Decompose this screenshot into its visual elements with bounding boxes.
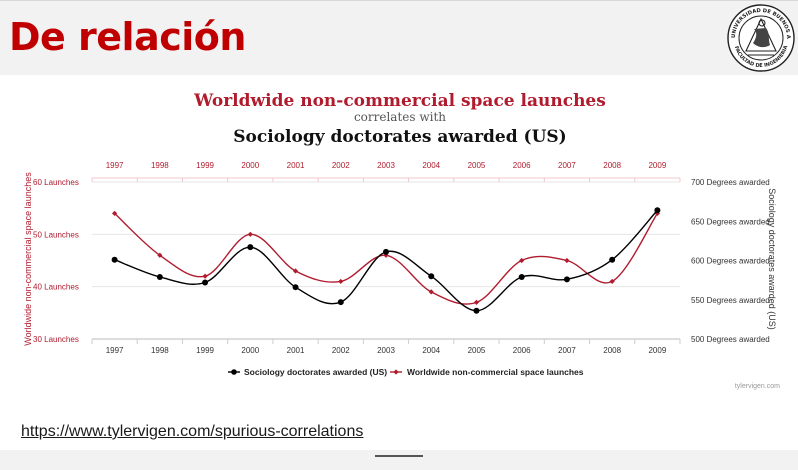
point-sociology bbox=[247, 244, 254, 251]
point-sociology bbox=[202, 279, 209, 286]
top-year-label: 2007 bbox=[558, 161, 576, 170]
source-link[interactable]: https://www.tylervigen.com/spurious-corr… bbox=[21, 423, 364, 440]
correlation-chart: Worldwide non-commercial space launches … bbox=[23, 91, 780, 390]
point-sociology bbox=[563, 276, 570, 283]
point-launches bbox=[112, 210, 118, 216]
point-sociology bbox=[383, 248, 389, 255]
bottom-year-label: 2008 bbox=[603, 346, 621, 355]
slide-progress-indicator bbox=[375, 455, 423, 457]
bottom-year-label: 2003 bbox=[377, 346, 395, 355]
top-year-label: 2005 bbox=[468, 161, 486, 170]
bottom-year-label: 2009 bbox=[648, 346, 666, 355]
top-year-label: 2009 bbox=[648, 161, 666, 170]
series-layer bbox=[111, 207, 661, 314]
bottom-year-label: 2001 bbox=[287, 346, 305, 355]
point-launches bbox=[564, 257, 570, 264]
bottom-year-label: 2004 bbox=[422, 346, 440, 355]
point-launches bbox=[519, 257, 525, 264]
line-launches bbox=[114, 212, 658, 305]
top-year-label: 2002 bbox=[332, 161, 350, 170]
left-tick-label: 50 Launches bbox=[33, 230, 79, 239]
bottom-year-label: 2006 bbox=[513, 346, 531, 355]
right-tick-label: 550 Degrees awarded bbox=[691, 296, 770, 305]
top-year-label: 2001 bbox=[287, 161, 305, 170]
bottom-year-label: 2005 bbox=[468, 346, 486, 355]
left-tick-label: 40 Launches bbox=[33, 283, 79, 292]
bottom-bar bbox=[0, 450, 798, 470]
chart-title-line1: Worldwide non-commercial space launches bbox=[193, 91, 606, 111]
right-tick-label: 650 Degrees awarded bbox=[691, 217, 770, 226]
chart-title-line2: correlates with bbox=[354, 110, 446, 124]
watermark: tylervigen.com bbox=[735, 383, 780, 390]
left-tick-label: 30 Launches bbox=[33, 335, 79, 344]
point-launches bbox=[609, 278, 615, 285]
top-year-label: 2000 bbox=[241, 161, 259, 170]
point-sociology bbox=[609, 256, 616, 263]
top-year-label: 1998 bbox=[151, 161, 169, 170]
point-sociology bbox=[337, 299, 344, 306]
top-year-label: 1997 bbox=[106, 161, 124, 170]
point-sociology bbox=[654, 207, 661, 214]
legend-label-sociology: Sociology doctorates awarded (US) bbox=[244, 367, 387, 377]
university-seal-icon: UNIVERSIDAD DE BUENOS AIRES FACULTAD DE … bbox=[726, 3, 795, 72]
chart-grid bbox=[91, 177, 681, 344]
top-year-label: 1999 bbox=[196, 161, 214, 170]
top-year-label: 2008 bbox=[603, 161, 621, 170]
point-sociology bbox=[156, 273, 163, 280]
legend-label-launches: Worldwide non-commercial space launches bbox=[407, 367, 584, 377]
bottom-year-label: 1999 bbox=[196, 346, 214, 355]
right-axis-label: Sociology doctorates awarded (US) bbox=[767, 188, 777, 330]
left-axis-label: Worldwide non-commercial space launches bbox=[23, 172, 33, 346]
right-axis-ticks: 500 Degrees awarded 550 Degrees awarded 60… bbox=[691, 178, 770, 344]
bottom-year-label: 1998 bbox=[151, 346, 169, 355]
slide-header: De relación UNIVERSIDAD DE BUENOS AIRES … bbox=[0, 0, 798, 75]
bottom-year-label: 2007 bbox=[558, 346, 576, 355]
point-sociology bbox=[292, 284, 299, 291]
point-sociology bbox=[111, 256, 118, 263]
bottom-year-label: 2002 bbox=[332, 346, 350, 355]
top-year-label: 2006 bbox=[513, 161, 531, 170]
point-launches bbox=[338, 278, 344, 285]
chart-legend: Sociology doctorates awarded (US) Worldwi… bbox=[228, 367, 584, 377]
series-sociology bbox=[111, 207, 661, 314]
point-launches bbox=[292, 268, 299, 274]
chart-title-line3: Sociology doctorates awarded (US) bbox=[233, 127, 566, 147]
right-tick-label: 700 Degrees awarded bbox=[691, 178, 770, 187]
point-launches bbox=[473, 299, 480, 305]
slide-title: De relación bbox=[9, 15, 246, 59]
point-sociology bbox=[518, 273, 525, 280]
left-axis-ticks: 30 Launches 40 Launches 50 Launches 60 Laun… bbox=[33, 178, 79, 344]
seal-emblem bbox=[745, 17, 777, 56]
top-year-label: 2004 bbox=[422, 161, 440, 170]
right-tick-label: 600 Degrees awarded bbox=[691, 257, 770, 266]
point-sociology bbox=[428, 273, 435, 280]
right-tick-label: 500 Degrees awarded bbox=[691, 335, 770, 344]
point-sociology bbox=[473, 307, 480, 314]
legend-marker-launches bbox=[393, 369, 399, 375]
legend-marker-sociology bbox=[231, 369, 237, 375]
series-launches bbox=[112, 210, 660, 305]
point-launches bbox=[247, 231, 253, 237]
bottom-year-label: 2000 bbox=[241, 346, 259, 355]
bottom-year-label: 1997 bbox=[106, 346, 124, 355]
bottom-year-ticks: 1997 1998 1999 2000 2001 2002 2003 2004 2005 2006… bbox=[106, 346, 667, 355]
line-sociology bbox=[114, 209, 658, 312]
left-tick-label: 60 Launches bbox=[33, 178, 79, 187]
top-year-ticks: 1997 1998 1999 2000 2001 2002 2003 2004 2005 2006… bbox=[106, 161, 667, 170]
top-year-label: 2003 bbox=[377, 161, 395, 170]
point-launches bbox=[202, 273, 208, 279]
